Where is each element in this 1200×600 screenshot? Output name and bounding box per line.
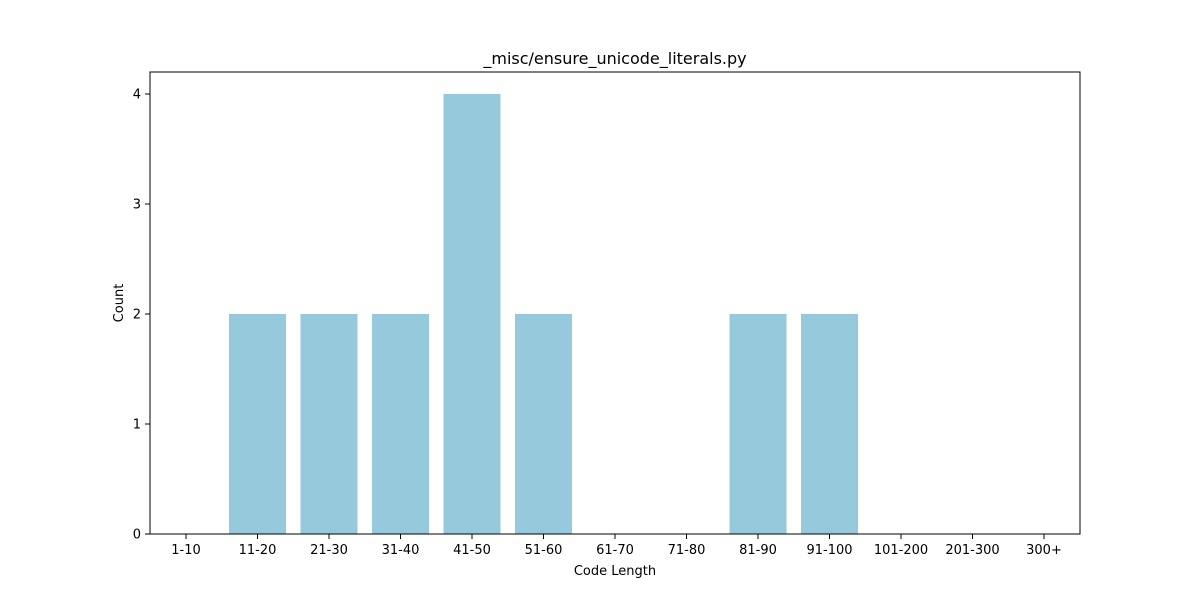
x-axis-ticks: 1-10 11-20 21-30 31-40 41-50 51-60 61-70 71-80 8… <box>171 534 1062 558</box>
y-tick-label: 4 <box>133 88 141 103</box>
x-tick-label: 300+ <box>1026 543 1062 558</box>
y-tick-label: 0 <box>133 528 141 543</box>
x-tick-label: 101-200 <box>874 543 928 558</box>
x-tick-label: 91-100 <box>806 543 852 558</box>
x-tick-label: 201-300 <box>945 543 999 558</box>
x-tick-label: 1-10 <box>171 543 201 558</box>
y-tick-label: 2 <box>133 308 141 323</box>
bar-91-100 <box>801 314 858 534</box>
x-tick-label: 41-50 <box>453 543 491 558</box>
plot-frame <box>149 71 1081 535</box>
y-axis-ticks: 0 1 2 3 4 <box>133 88 150 543</box>
x-tick-label: 51-60 <box>525 543 563 558</box>
bar-31-40 <box>372 314 429 534</box>
bar-series <box>229 94 858 534</box>
x-tick-label: 21-30 <box>310 543 348 558</box>
x-tick-label: 11-20 <box>239 543 277 558</box>
x-tick-label: 81-90 <box>739 543 777 558</box>
chart-title: _misc/ensure_unicode_literals.py <box>482 49 746 69</box>
x-tick-label: 31-40 <box>382 543 420 558</box>
x-tick-label: 71-80 <box>668 543 706 558</box>
y-tick-label: 3 <box>133 198 141 213</box>
x-tick-label: 61-70 <box>596 543 634 558</box>
bar-81-90 <box>729 314 787 534</box>
bar-11-20 <box>229 314 286 534</box>
x-axis-label: Code Length <box>574 564 656 579</box>
bar-51-60 <box>515 314 572 534</box>
bar-21-30 <box>300 314 358 534</box>
y-tick-label: 1 <box>133 418 141 433</box>
y-axis-label: Count <box>112 284 127 323</box>
bar-41-50 <box>443 94 501 534</box>
